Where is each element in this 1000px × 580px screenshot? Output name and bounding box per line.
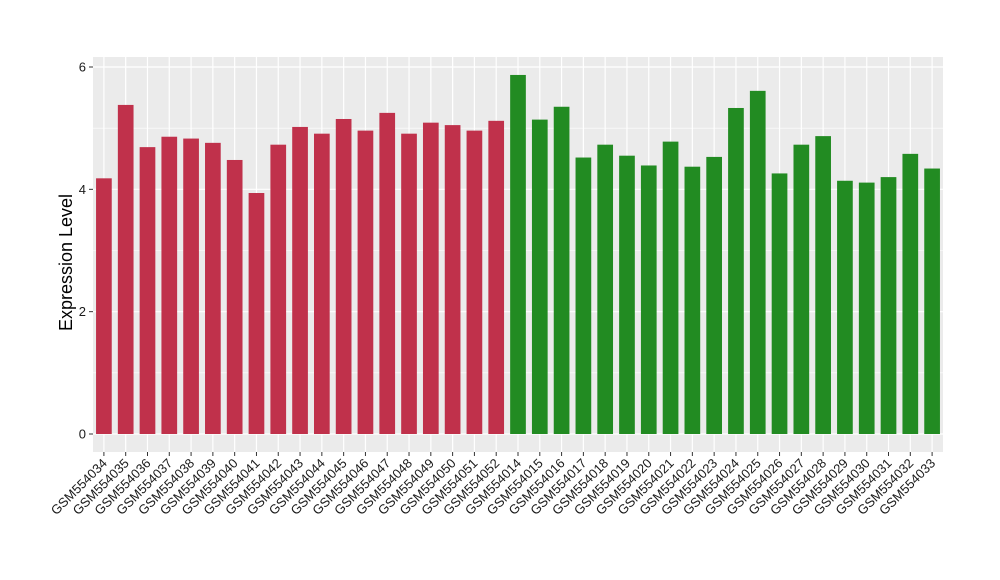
bar-GSM554044 xyxy=(314,133,330,434)
bar-GSM554046 xyxy=(357,130,374,434)
bar-GSM554015 xyxy=(531,119,548,434)
bar-GSM554018 xyxy=(597,144,614,434)
bar-GSM554026 xyxy=(771,173,788,434)
bar-GSM554027 xyxy=(793,144,810,434)
bar-GSM554020 xyxy=(640,165,657,434)
bar-GSM554049 xyxy=(422,122,439,434)
bar-GSM554023 xyxy=(706,156,722,435)
y-tick-label: 0 xyxy=(79,427,86,442)
bar-GSM554039 xyxy=(205,142,221,434)
bar-GSM554017 xyxy=(575,157,592,434)
bar-GSM554050 xyxy=(444,125,461,434)
bar-GSM554031 xyxy=(880,177,897,434)
bar-GSM554030 xyxy=(858,182,875,434)
y-axis-title: Expression Level xyxy=(56,194,76,331)
bars xyxy=(96,74,940,435)
bar-GSM554052 xyxy=(488,120,505,435)
bar-GSM554029 xyxy=(837,180,853,434)
bar-GSM554016 xyxy=(553,106,570,434)
y-tick-label: 6 xyxy=(79,60,86,75)
bar-GSM554019 xyxy=(619,155,635,435)
bar-GSM554045 xyxy=(335,118,352,434)
bar-GSM554041 xyxy=(248,193,265,434)
bar-GSM554028 xyxy=(815,136,831,434)
bar-GSM554033 xyxy=(924,168,940,434)
bar-GSM554040 xyxy=(226,159,243,434)
bar-GSM554043 xyxy=(292,126,308,435)
bar-GSM554047 xyxy=(379,112,396,434)
bar-GSM554032 xyxy=(902,153,919,434)
bar-GSM554035 xyxy=(117,104,134,434)
bar-GSM554022 xyxy=(684,166,701,434)
bar-GSM554037 xyxy=(161,136,178,435)
bar-GSM554051 xyxy=(466,130,483,434)
bar-GSM554036 xyxy=(139,147,156,434)
x-axis: GSM554034GSM554035GSM554036GSM554037GSM5… xyxy=(48,452,938,518)
bar-GSM554025 xyxy=(749,90,766,434)
bar-GSM554024 xyxy=(728,107,744,435)
bar-GSM554014 xyxy=(510,74,526,435)
y-tick-label: 2 xyxy=(79,304,86,319)
bar-GSM554034 xyxy=(96,178,112,434)
bar-GSM554048 xyxy=(401,133,417,434)
y-tick-label: 4 xyxy=(79,182,86,197)
bar-GSM554021 xyxy=(662,141,679,434)
y-axis: 0 2 4 6 xyxy=(79,60,93,442)
bar-GSM554042 xyxy=(270,144,287,434)
bar-GSM554038 xyxy=(183,138,199,434)
